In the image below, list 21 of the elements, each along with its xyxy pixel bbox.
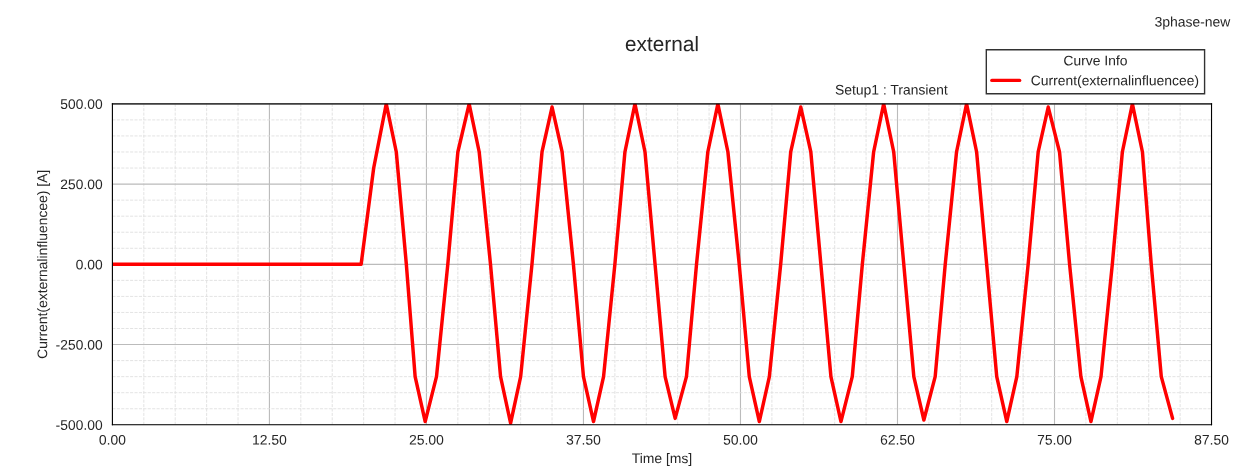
- x-tick-label: 0.00: [99, 434, 126, 445]
- y-tick-label: 500.00: [60, 99, 103, 110]
- y-tick-label: 0.00: [76, 259, 103, 270]
- x-tick-label: 12.50: [253, 434, 287, 445]
- x-tick-label: 50.00: [723, 434, 758, 445]
- legend-title: Curve Info: [1064, 55, 1127, 66]
- y-axis-title: Current(externalinfluencee) [A]: [37, 170, 51, 359]
- chart-title: external: [625, 35, 698, 52]
- x-tick-label: 37.50: [566, 434, 601, 445]
- y-tick-label: -250.00: [56, 339, 103, 350]
- x-axis-title: Time [ms]: [632, 453, 692, 466]
- y-tick-label: -500.00: [56, 420, 103, 430]
- text: 3phase-new: [1155, 16, 1231, 30]
- line-series: [112, 103, 1175, 425]
- x-tick-label: 87.50: [1194, 434, 1229, 445]
- legend-label: Current(externalinfluencee): [1031, 75, 1199, 89]
- text: Setup1 : Transient: [835, 84, 948, 98]
- x-tick-label: 25.00: [409, 434, 444, 445]
- x-tick-label: 62.50: [880, 434, 915, 445]
- y-tick-label: 250.00: [60, 179, 103, 190]
- x-tick-label: 75.00: [1037, 434, 1072, 445]
